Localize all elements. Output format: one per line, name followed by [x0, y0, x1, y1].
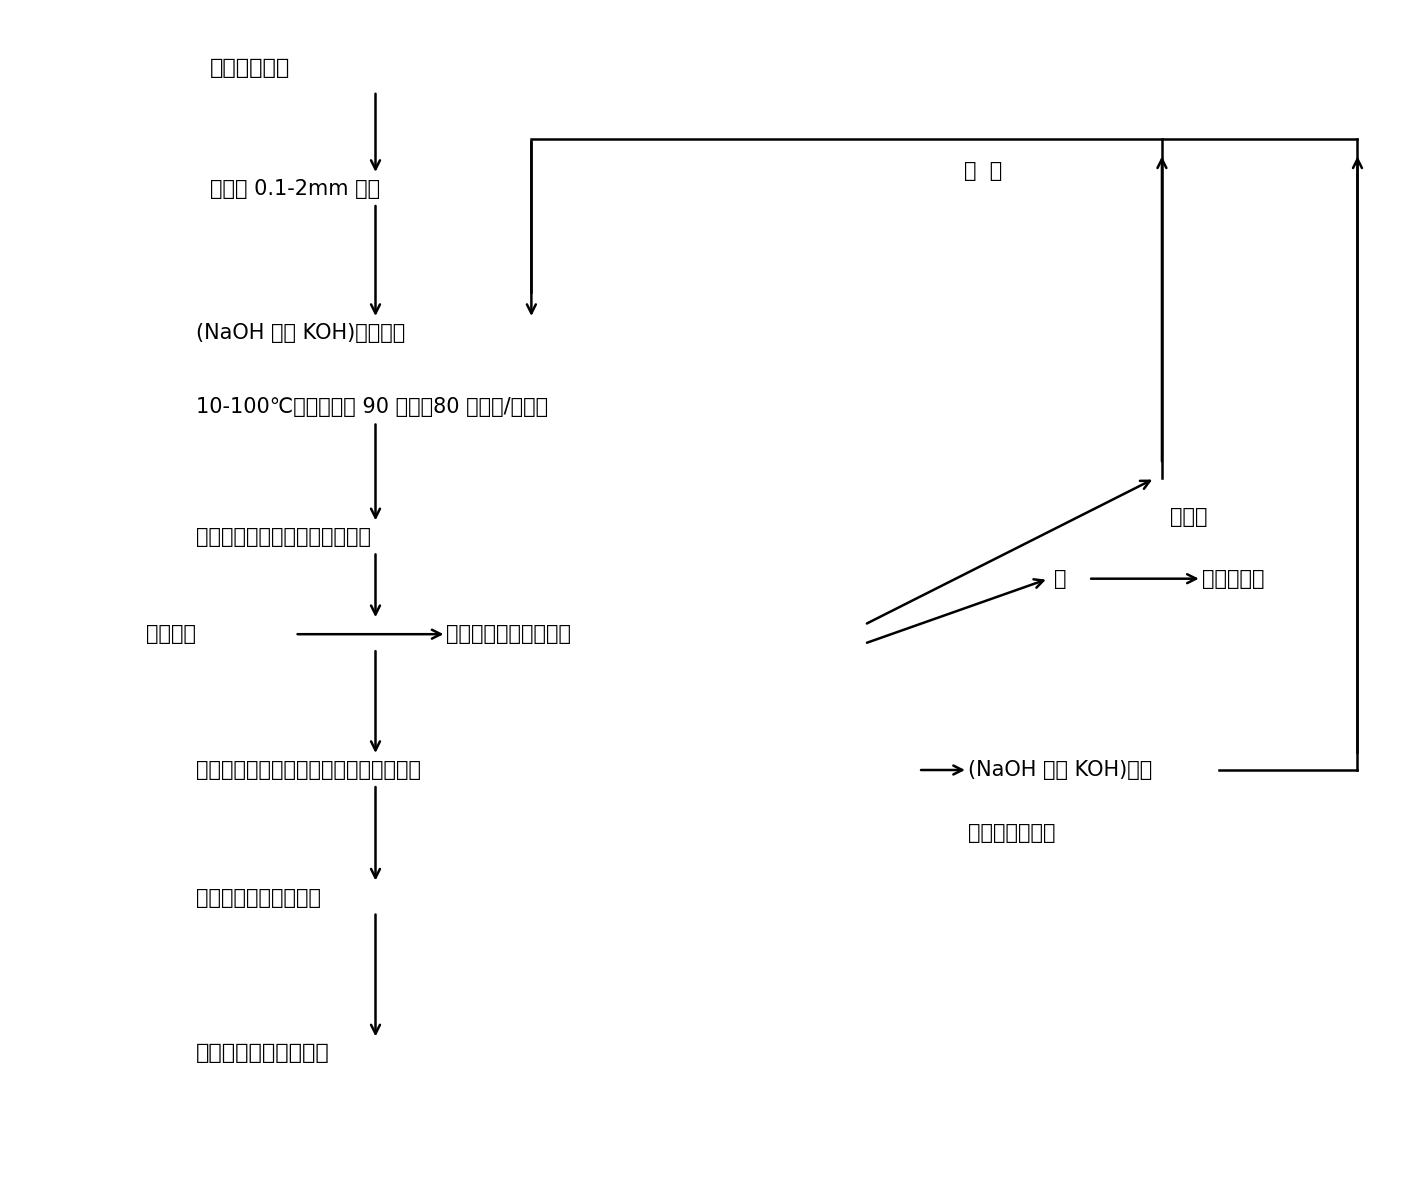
Text: 制成锌空气电池锌阳极: 制成锌空气电池锌阳极	[196, 1044, 329, 1063]
Text: 洗涤液: 洗涤液	[1170, 508, 1207, 527]
Text: 滤渣用碱溶液和水洗涤: 滤渣用碱溶液和水洗涤	[446, 625, 571, 644]
Text: (NaOH 或者 KOH)溶液浸取: (NaOH 或者 KOH)溶液浸取	[196, 324, 405, 342]
Text: 石灰再生与循环: 石灰再生与循环	[968, 823, 1056, 842]
Text: 放电后锌阳极: 放电后锌阳极	[210, 59, 290, 78]
Text: 趁热过滤: 趁热过滤	[146, 625, 196, 644]
Text: 向滤液加硫化物分离剂、石灰等: 向滤液加硫化物分离剂、石灰等	[196, 528, 371, 547]
Text: 循  环: 循 环	[964, 162, 1002, 181]
Text: (NaOH 或者 KOH)溶液: (NaOH 或者 KOH)溶液	[968, 761, 1152, 779]
Text: 渣: 渣	[1054, 569, 1067, 588]
Text: 10-100℃，慢速搅拌 90 分钟（80 转左右/分钟）: 10-100℃，慢速搅拌 90 分钟（80 转左右/分钟）	[196, 398, 548, 417]
Text: 滤液直接电解制取高纯度枝片状金属锌粉: 滤液直接电解制取高纯度枝片状金属锌粉	[196, 761, 421, 779]
Text: 高纯度枝片状金属锌粉: 高纯度枝片状金属锌粉	[196, 888, 320, 907]
Text: 出售回收等: 出售回收等	[1202, 569, 1264, 588]
Text: 粉碎至 0.1-2mm 以下: 粉碎至 0.1-2mm 以下	[210, 180, 380, 198]
